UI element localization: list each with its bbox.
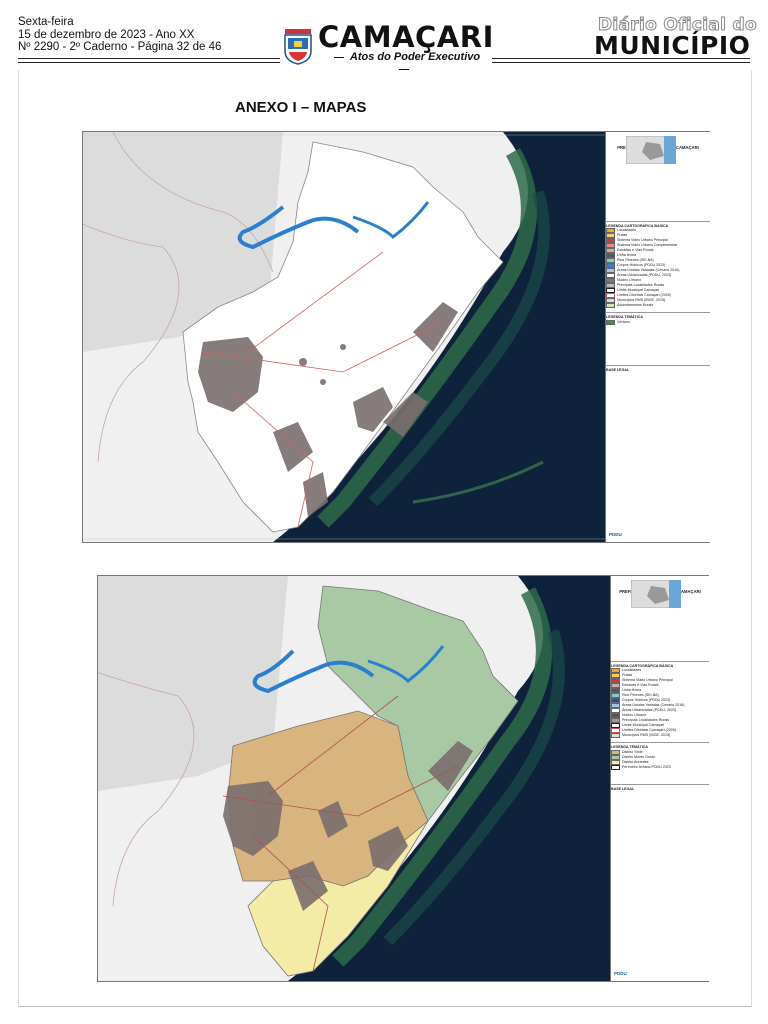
legend-item: Estradas e Vias Rurais [611, 683, 709, 689]
legend-item: Núcleo Urbano [611, 713, 709, 719]
legend-item: Linha férrea [611, 688, 709, 694]
map-2-legend-theme-title: LEGENDA TEMÁTICA [611, 742, 709, 750]
map-2-pddu-logo: PDDU [614, 971, 627, 977]
legend-item: Sistema Viário Urbano Principal [611, 678, 709, 684]
brand-name: CAMAÇARI [318, 20, 494, 54]
map-panel-1: PREFEITURA MUNICIPAL DE CAMAÇARI LEGENDA… [82, 131, 710, 543]
map-1-legend-basic-title: LEGENDA CARTOGRÁFICA BÁSICA [606, 220, 710, 229]
map-1-base-legal: BASE LEGAL [606, 364, 710, 373]
legend-item: Localidades [606, 228, 710, 234]
legend-item: Municípios RMS (IBGE, 2015) [606, 298, 710, 304]
legend-item: Distrito Monte Gordo [611, 754, 709, 760]
legend-item: Sistema Viário Urbano Principal [606, 238, 710, 244]
coat-of-arms-icon [284, 29, 312, 65]
legend-item: Municípios RMS (IBGE, 2015) [611, 733, 709, 739]
map-2-canvas [98, 576, 610, 981]
legend-item: Limite Municipal Camaçari [611, 723, 709, 729]
legend-item: Linha férrea [606, 253, 710, 259]
header-info: Sexta-feira 15 de dezembro de 2023 - Ano… [18, 16, 221, 54]
header-rule-left [18, 58, 280, 63]
header-date: 15 de dezembro de 2023 - Ano XX [18, 28, 195, 41]
map-1-pddu-logo: PDDU [609, 532, 622, 538]
legend-item: Estradas e Vias Rurais [606, 248, 710, 254]
legend-item: Limite Municipal Camaçari [606, 288, 710, 294]
diario-oficial-label: Diário Oficial do [598, 15, 758, 36]
legend-item: Limites Distritais Camaçari (2005) [611, 728, 709, 734]
legend-item: Principais Localidades Rurais [606, 283, 710, 289]
page-frame [18, 70, 752, 1007]
legend-item: Assentamentos Rurais [606, 303, 710, 309]
legend-item: Perímetro Urbano PDDU 2023 [611, 764, 709, 770]
map-2-legend-basic-title: LEGENDA CARTOGRÁFICA BÁSICA [611, 660, 709, 669]
header-issue: Nº 2290 - 2º Caderno - Página 32 de 46 [18, 41, 222, 53]
legend-item: Áreas Úmidas Variadas (Cenário 2016) [606, 268, 710, 274]
legend-item: Corpos Hídricos (PDDU 2023) [611, 698, 709, 704]
legend-item: Limites Distritais Camaçari (2005) [606, 293, 710, 299]
legend-item: Áreas Urbanizadas (PDDU, 2023) [606, 273, 710, 279]
legend-item: Áreas Urbanizadas (PDDU, 2023) [611, 708, 709, 714]
legend-item: Distrito Abrantes [611, 759, 709, 765]
map-1-legend-theme-title: LEGENDA TEMÁTICA [606, 312, 710, 320]
legend-item: Praias [606, 233, 710, 239]
legend-item: Sistema Viário Urbano Complementar [606, 243, 710, 249]
legend-item: Praias [611, 673, 709, 679]
header-rule-right [492, 58, 750, 63]
legend-item: Vértices [606, 319, 710, 325]
map-2-locator-icon [631, 580, 681, 608]
municipio-label: MUNICÍPIO [594, 31, 751, 60]
legend-item: Núcleo Urbano [606, 278, 710, 284]
header-day: Sexta-feira [18, 16, 74, 28]
map-2-base-legal: BASE LEGAL [611, 783, 709, 792]
map-1-locator-icon [626, 136, 676, 164]
legend-item: Principais Localidades Rurais [611, 718, 709, 724]
legend-item: Rios Perenes (SEI-BA) [606, 258, 710, 264]
legend-item: Rios Perenes (SEI-BA) [611, 693, 709, 699]
map-1-legend-basic-list: Localidades Praias Sistema Viário Urbano… [606, 228, 710, 309]
map-2-legend-basic-list: Localidades Praias Sistema Viário Urbano… [611, 668, 709, 739]
map-1-legend: PREFEITURA MUNICIPAL DE CAMAÇARI LEGENDA… [605, 132, 710, 542]
map-2-legend: PREFEITURA MUNICIPAL DE CAMAÇARI LEGENDA… [610, 576, 709, 981]
legend-item: Corpos Hídricos (PDDU 2023) [606, 263, 710, 269]
legend-item: Áreas Úmidas Variadas (Cenário 2016) [611, 703, 709, 709]
brand-subtitle: Atos do Poder Executivo [320, 51, 488, 75]
map-1-canvas [83, 132, 605, 542]
legend-item: Distrito Sede [611, 749, 709, 755]
map-panel-2: PREFEITURA MUNICIPAL DE CAMAÇARI LEGENDA… [97, 575, 709, 982]
annex-title: ANEXO I – MAPAS [235, 99, 367, 116]
legend-item: Localidades [611, 668, 709, 674]
